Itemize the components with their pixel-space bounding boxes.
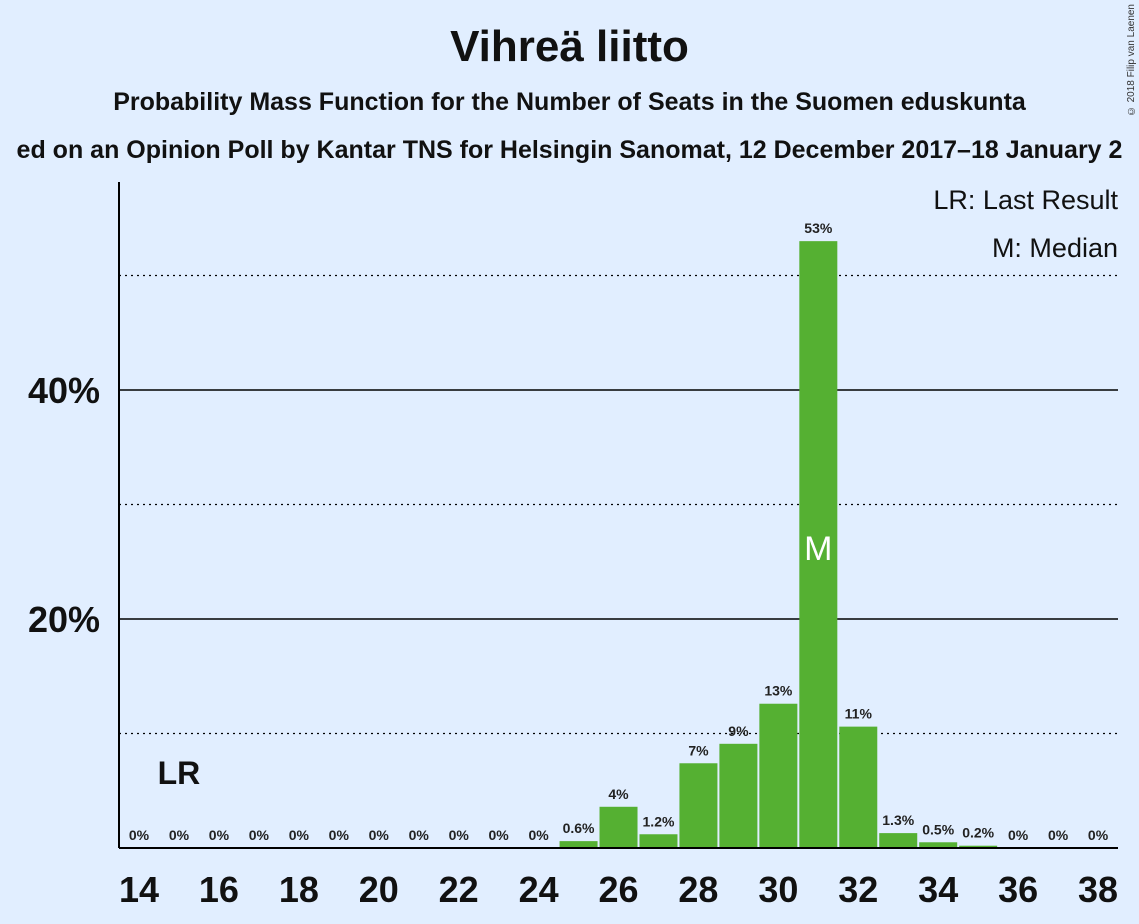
bar	[959, 845, 998, 848]
x-tick-label: 28	[678, 869, 718, 910]
last-result-marker: LR	[158, 755, 201, 791]
x-axis-ticks: 14 16 18 20 22 24 26 28 30 32 34 36 38	[119, 869, 1118, 910]
x-tick-label: 34	[918, 869, 958, 910]
data-label: 0%	[129, 827, 150, 843]
data-label: 0%	[1088, 827, 1109, 843]
x-tick-label: 38	[1078, 869, 1118, 910]
y-tick-label: 20%	[28, 599, 100, 640]
data-label: 0%	[169, 827, 190, 843]
legend-median: M: Median	[992, 233, 1118, 263]
data-label: 0%	[1008, 827, 1029, 843]
data-label: 1.3%	[882, 812, 914, 828]
data-label: 0%	[409, 827, 430, 843]
x-tick-label: 14	[119, 869, 159, 910]
chart-title: Vihreä liitto	[450, 22, 689, 71]
x-tick-label: 18	[279, 869, 319, 910]
data-label: 0%	[249, 827, 270, 843]
data-label: 0%	[1048, 827, 1069, 843]
x-tick-label: 26	[598, 869, 638, 910]
x-tick-label: 22	[439, 869, 479, 910]
data-label: 1.2%	[643, 813, 675, 829]
bar	[559, 841, 598, 848]
data-label: 0%	[528, 827, 549, 843]
data-label: 53%	[804, 220, 833, 236]
x-tick-label: 30	[758, 869, 798, 910]
bar	[839, 726, 878, 848]
x-tick-label: 36	[998, 869, 1038, 910]
bar	[719, 743, 758, 848]
bar	[679, 763, 718, 848]
bar	[639, 834, 678, 848]
chart-subtitle: Probability Mass Function for the Number…	[113, 88, 1026, 116]
median-marker: M	[804, 530, 832, 568]
data-label: 11%	[845, 706, 873, 722]
data-label: 9%	[728, 723, 749, 739]
data-label: 0%	[329, 827, 350, 843]
bar	[599, 806, 638, 848]
data-label: 0%	[289, 827, 310, 843]
data-label: 0%	[209, 827, 230, 843]
y-tick-label: 40%	[28, 370, 100, 411]
legend-last-result: LR: Last Result	[933, 185, 1118, 215]
data-label: 13%	[764, 683, 793, 699]
bar	[879, 833, 918, 848]
data-label: 0%	[489, 827, 510, 843]
bar	[759, 703, 798, 848]
data-label: 4%	[608, 786, 629, 802]
data-label: 0.2%	[962, 825, 994, 841]
data-label: 0%	[449, 827, 470, 843]
data-label: 0%	[369, 827, 390, 843]
bar	[799, 241, 838, 848]
x-tick-label: 24	[519, 869, 559, 910]
y-axis-ticks: 20% 40%	[28, 370, 100, 640]
bar	[919, 842, 958, 848]
data-labels: 0% 0% 0% 0% 0% 0% 0% 0% 0% 0% 0% 0.6% 4% 1.2% 7% 9% 13% 5…	[129, 220, 1109, 843]
x-tick-label: 32	[838, 869, 878, 910]
data-label: 7%	[688, 742, 709, 758]
chart-source-line: ed on an Opinion Poll by Kantar TNS for …	[16, 136, 1123, 164]
data-label: 0.6%	[563, 820, 595, 836]
x-tick-label: 16	[199, 869, 239, 910]
bars	[559, 241, 998, 848]
data-label: 0.5%	[922, 821, 954, 837]
x-tick-label: 20	[359, 869, 399, 910]
gridlines	[119, 274, 1118, 735]
